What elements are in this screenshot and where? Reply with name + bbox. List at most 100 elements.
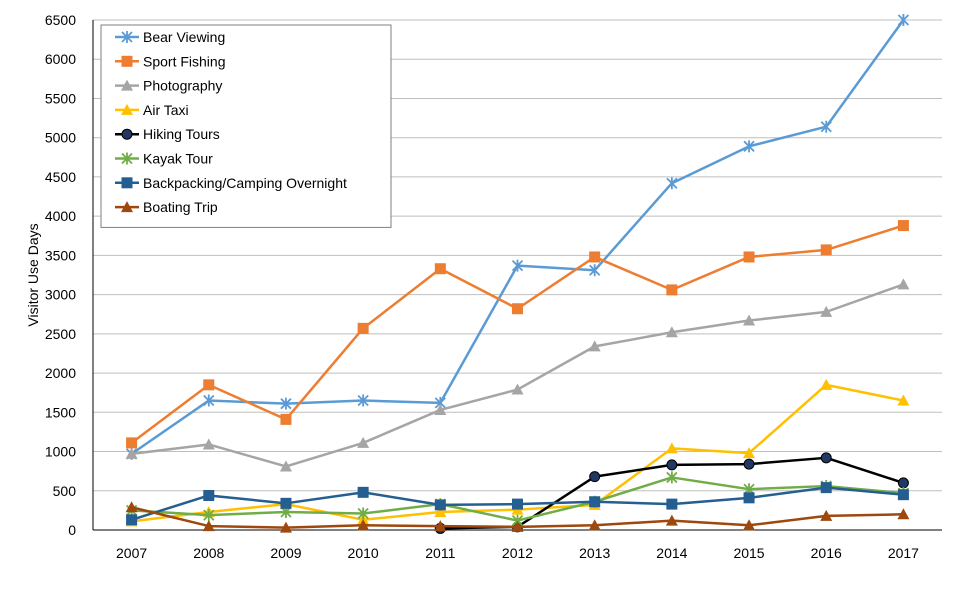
legend-item: Photography (115, 78, 222, 94)
legend-marker (121, 201, 133, 213)
legend-marker (121, 79, 133, 91)
data-point (665, 514, 678, 526)
data-point (511, 383, 524, 395)
data-point (202, 438, 215, 450)
data-point (203, 489, 215, 501)
y-tick-label: 4500 (45, 169, 76, 185)
data-point (743, 458, 755, 470)
legend-marker (121, 31, 133, 43)
x-tick-label: 2007 (116, 545, 147, 561)
data-point (743, 251, 755, 263)
data-point (589, 471, 601, 483)
data-point (125, 501, 138, 513)
legend-item: Sport Fishing (115, 53, 225, 69)
legend-label: Photography (143, 78, 222, 94)
legend-label: Sport Fishing (143, 53, 225, 69)
legend-label: Bear Viewing (143, 29, 225, 45)
data-point (743, 447, 756, 459)
data-point (820, 482, 832, 494)
data-point (357, 507, 369, 520)
data-point (897, 477, 909, 489)
data-point (820, 305, 833, 317)
series-boating-trip (125, 501, 910, 533)
y-tick-label: 6000 (45, 51, 76, 67)
x-tick-label: 2009 (270, 545, 301, 561)
data-point (589, 251, 601, 263)
data-point (588, 519, 601, 531)
data-point (202, 520, 215, 532)
series-group (125, 14, 910, 534)
data-point (897, 278, 910, 290)
data-point (820, 244, 832, 256)
y-tick-label: 6500 (45, 12, 76, 28)
legend-label: Boating Trip (143, 199, 218, 215)
data-point (434, 520, 447, 532)
legend-label: Backpacking/Camping Overnight (143, 175, 347, 191)
data-point (512, 303, 523, 315)
data-point (743, 519, 756, 531)
y-axis-label: Visitor Use Days (25, 223, 41, 326)
data-point (357, 436, 370, 448)
y-tick-label: 3000 (45, 287, 76, 303)
legend-item: Boating Trip (115, 199, 218, 215)
x-tick-label: 2011 (425, 545, 455, 561)
x-axis-ticks: 2007 2008 2009 2010 2011 2012 2013 2014 2015 2016… (116, 545, 919, 561)
data-point (897, 14, 910, 26)
data-point (434, 403, 447, 415)
y-tick-label: 3500 (45, 247, 76, 263)
data-point (897, 508, 910, 520)
legend-item: Kayak Tour (115, 151, 213, 167)
x-tick-label: 2013 (579, 545, 610, 561)
x-tick-label: 2016 (811, 545, 842, 561)
legend-marker (121, 55, 133, 67)
legend-marker (121, 177, 133, 189)
data-point (666, 459, 678, 471)
legend-label: Air Taxi (143, 102, 189, 118)
legend-label: Hiking Tours (143, 126, 220, 142)
data-point (665, 326, 678, 338)
data-point (357, 394, 369, 407)
data-point (280, 397, 292, 410)
data-point (666, 498, 678, 510)
data-point (280, 413, 292, 425)
data-point (588, 340, 601, 352)
data-point (511, 520, 524, 532)
legend-box (100, 24, 392, 228)
data-point (666, 471, 678, 484)
data-point (511, 259, 524, 272)
legend-item: Backpacking/Camping Overnight (115, 175, 347, 191)
data-point (434, 263, 446, 275)
data-point (666, 177, 678, 190)
data-point (125, 447, 138, 459)
y-tick-label: 2000 (45, 365, 76, 381)
legend-item: Air Taxi (115, 102, 189, 118)
data-point (512, 498, 523, 510)
y-tick-label: 5500 (45, 90, 76, 106)
data-point (589, 496, 601, 508)
legend-marker (121, 103, 133, 115)
y-tick-label: 1500 (45, 404, 76, 420)
data-point (126, 437, 138, 449)
data-point (203, 509, 215, 522)
legend: Bear Viewing Sport Fishing Photography Air … (100, 24, 392, 228)
series-photography (125, 278, 910, 472)
data-point (203, 379, 215, 391)
data-point (897, 394, 910, 406)
data-point (897, 220, 909, 232)
series-backpacking-camping-overnight (126, 482, 909, 526)
data-point (820, 120, 832, 133)
y-tick-label: 1000 (45, 444, 76, 460)
data-point (820, 452, 832, 464)
data-point (743, 492, 755, 504)
legend-item: Bear Viewing (115, 29, 225, 45)
legend-marker (121, 152, 133, 165)
data-point (666, 284, 678, 296)
data-point (357, 519, 370, 531)
data-point (589, 264, 601, 277)
data-point (665, 442, 678, 454)
data-point (203, 394, 215, 407)
data-point (743, 314, 756, 326)
data-point (279, 460, 292, 472)
data-point (897, 489, 909, 501)
